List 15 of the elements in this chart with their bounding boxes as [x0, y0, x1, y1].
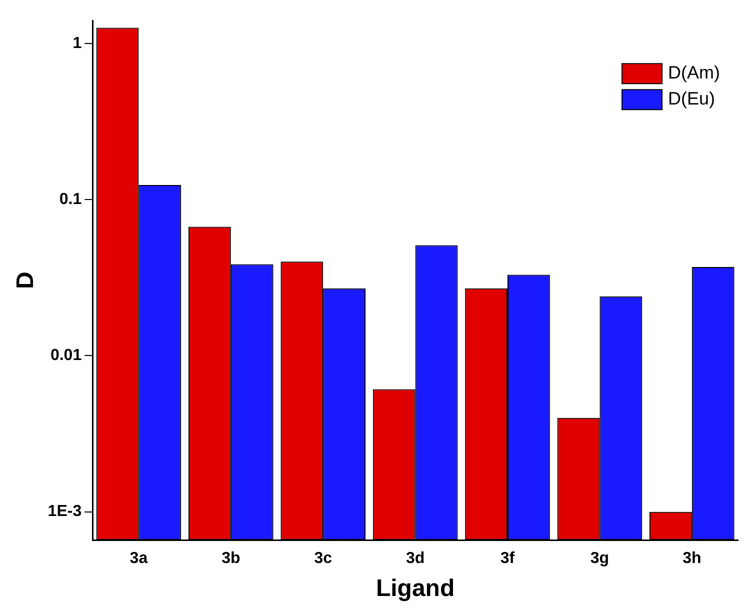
x-tick-label: 3h — [682, 550, 702, 568]
y-tick-label: 0.1 — [59, 190, 82, 208]
x-tick-label: 3g — [590, 550, 610, 568]
y-tick-label: 0.01 — [50, 347, 82, 364]
x-tick-label: 3a — [130, 550, 148, 568]
legend-label: D(Am) — [668, 62, 720, 83]
x-tick-label: 3f — [500, 550, 516, 568]
x-tick-label: 3c — [314, 550, 332, 568]
y-tick-label: 1 — [72, 34, 82, 52]
y-tick-label: 1E-3 — [48, 503, 82, 520]
x-tick-label: 3d — [406, 550, 425, 568]
y-axis-title: D — [12, 272, 40, 289]
legend-label: D(Eu) — [668, 88, 716, 109]
x-axis-title: Ligand — [376, 575, 455, 602]
x-tick-label: 3b — [222, 550, 240, 568]
